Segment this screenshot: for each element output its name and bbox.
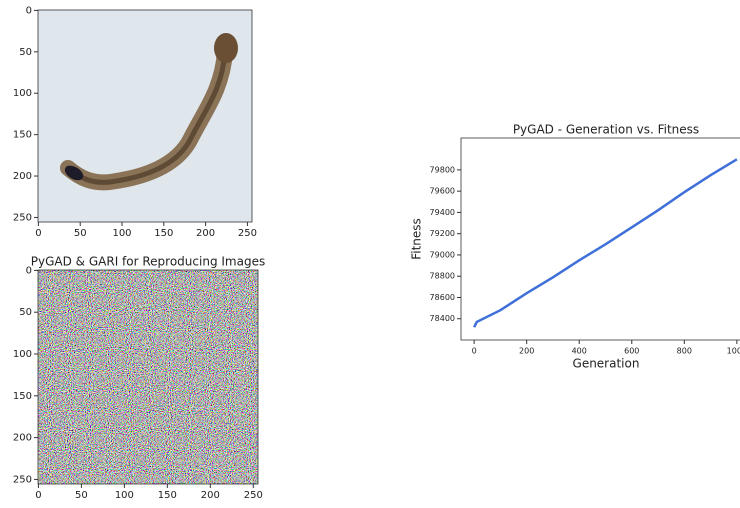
- x-tick-label: 200: [201, 490, 220, 501]
- y-tick-label: 79200: [430, 229, 455, 238]
- y-tick-label: 79000: [430, 250, 455, 259]
- y-tick-label: 79600: [430, 187, 455, 196]
- x-tick-label: 0: [472, 347, 477, 356]
- y-tick-label: 200: [13, 433, 32, 444]
- x-tick-label: 150: [158, 490, 177, 501]
- x-tick-label: 50: [74, 228, 87, 239]
- axes-frame: [37, 269, 259, 485]
- y-tick-label: 50: [19, 307, 32, 318]
- y-tick-label: 78400: [430, 314, 455, 323]
- y-tick-label: 79400: [430, 208, 455, 217]
- y-tick-label: 100: [13, 349, 32, 360]
- chart-title: PyGAD & GARI for Reproducing Images: [31, 255, 265, 269]
- x-tick-label: 0: [35, 490, 41, 501]
- x-tick-label: 1000: [727, 347, 740, 356]
- x-tick-label: 250: [244, 490, 263, 501]
- x-tick-label: 50: [75, 490, 88, 501]
- fitness-line: [472, 158, 738, 328]
- x-tick-label: 100: [115, 490, 134, 501]
- axes-frame: [37, 9, 253, 223]
- noise-image: [38, 270, 258, 484]
- y-tick-label: 150: [13, 391, 32, 402]
- y-tick-label: 0: [26, 265, 32, 276]
- x-tick-label: 200: [196, 228, 215, 239]
- y-tick-label: 100: [13, 88, 32, 99]
- x-tick-label: 600: [624, 347, 639, 356]
- chart-title: PyGAD - Generation vs. Fitness: [513, 123, 699, 137]
- x-axis-label: Generation: [573, 357, 640, 371]
- x-tick-label: 100: [112, 228, 131, 239]
- y-tick-label: 78800: [430, 272, 455, 281]
- y-tick-label: 150: [13, 130, 32, 141]
- y-tick-label: 200: [13, 171, 32, 182]
- axes-frame: [460, 137, 740, 341]
- y-tick-label: 50: [19, 47, 32, 58]
- y-tick-label: 250: [13, 474, 32, 485]
- x-tick-label: 250: [238, 228, 257, 239]
- y-tick-label: 0: [26, 5, 32, 16]
- y-axis-label: Fitness: [410, 218, 424, 260]
- larva-image: [38, 10, 252, 222]
- x-tick-label: 800: [677, 347, 692, 356]
- x-tick-label: 400: [572, 347, 587, 356]
- y-tick-label: 79800: [430, 165, 455, 174]
- x-tick-label: 150: [154, 228, 173, 239]
- x-tick-label: 0: [35, 228, 41, 239]
- x-tick-label: 200: [519, 347, 534, 356]
- y-tick-label: 78600: [430, 293, 455, 302]
- y-tick-label: 250: [13, 212, 32, 223]
